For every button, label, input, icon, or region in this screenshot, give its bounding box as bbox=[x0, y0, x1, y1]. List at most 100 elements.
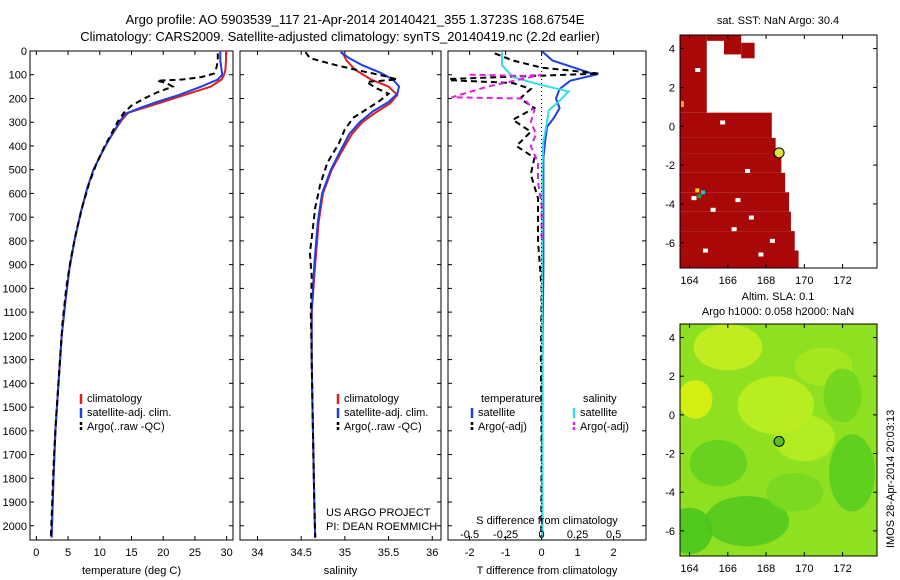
x-tick-label: 0 bbox=[33, 547, 39, 559]
series-temperature-satellite bbox=[540, 51, 600, 538]
lat-tick-label: 4 bbox=[669, 44, 675, 56]
data-gap bbox=[748, 215, 754, 220]
series-salinity-satellite bbox=[501, 52, 571, 538]
header-line-1: Argo profile: AO 5903539_117 21-Apr-2014… bbox=[126, 12, 585, 27]
data-gap bbox=[781, 128, 787, 133]
land-block bbox=[680, 250, 799, 268]
data-gap bbox=[758, 252, 764, 257]
x-tick-label: 10 bbox=[94, 547, 106, 559]
lat-tick-label: -6 bbox=[665, 238, 675, 250]
top-tick-label: 0.5 bbox=[606, 529, 621, 541]
sla-anomaly-blob bbox=[773, 414, 835, 462]
x-tick-label: 25 bbox=[189, 547, 201, 559]
lon-tick-label: 164 bbox=[680, 275, 698, 287]
top-tick-label: -0.5 bbox=[460, 529, 479, 541]
x-tick-label: 35 bbox=[339, 547, 351, 559]
lon-tick-label: 168 bbox=[757, 563, 775, 575]
data-gap bbox=[745, 168, 751, 173]
land-block bbox=[680, 35, 707, 113]
sla-anomaly-blob bbox=[704, 496, 790, 547]
depth-tick-label: 700 bbox=[9, 212, 27, 224]
temperature-profile-xlabel: temperature (deg C) bbox=[82, 565, 181, 577]
x-tick-label: 30 bbox=[221, 547, 233, 559]
depth-tick-label: 1400 bbox=[3, 378, 27, 390]
depth-tick-label: 500 bbox=[9, 165, 27, 177]
depth-tick-label: 1300 bbox=[3, 355, 27, 367]
legend-label: Argo(-adj) bbox=[478, 421, 527, 433]
argo-float-marker bbox=[773, 147, 785, 159]
legend-label: Argo(-adj) bbox=[580, 421, 629, 433]
series-satellite-adj-clim- bbox=[50, 51, 224, 538]
lon-tick-label: 170 bbox=[795, 563, 813, 575]
depth-tick-label: 1700 bbox=[3, 450, 27, 462]
lon-tick-label: 164 bbox=[680, 563, 698, 575]
x-tick-label: 36 bbox=[426, 547, 438, 559]
lat-tick-label: -2 bbox=[665, 449, 675, 461]
land-block bbox=[680, 137, 776, 154]
sla-map-field bbox=[680, 324, 877, 556]
lat-tick-label: -2 bbox=[665, 160, 675, 172]
depth-tick-label: 0 bbox=[21, 46, 27, 58]
x-tick-label: 15 bbox=[125, 547, 137, 559]
lon-tick-label: 172 bbox=[833, 563, 851, 575]
sla-anomaly-blob bbox=[693, 324, 763, 371]
sst-pixel bbox=[697, 194, 702, 199]
lon-tick-label: 168 bbox=[757, 275, 775, 287]
series-climatology bbox=[50, 51, 227, 538]
legend-group-title: salinity bbox=[583, 393, 617, 405]
x-tick-label: 0 bbox=[539, 547, 545, 559]
annotation-pi: PI: DEAN ROEMMICH bbox=[326, 521, 437, 533]
sst-map-panel: 164 166 168 170 172 -6 -4 -2 0 2 4 sat. SST: NaN Ar… bbox=[665, 15, 878, 287]
top-tick-label: 0.25 bbox=[567, 529, 588, 541]
footer-stamp: IMOS 28-Apr-2014 20:03:13 bbox=[885, 410, 897, 548]
sla-anomaly-blob bbox=[766, 472, 824, 512]
depth-tick-label: 1200 bbox=[3, 331, 27, 343]
depth-tick-label: 1500 bbox=[3, 402, 27, 414]
difference-profile-frame bbox=[447, 50, 647, 541]
lat-tick-label: 4 bbox=[669, 333, 675, 345]
sla-map-title-2: Argo h1000: 0.058 h2000: NaN bbox=[702, 306, 854, 318]
data-gap bbox=[731, 227, 737, 232]
lat-tick-label: -4 bbox=[665, 199, 675, 211]
sla-map-frame bbox=[679, 323, 878, 557]
salinity-profile-frame bbox=[239, 50, 442, 541]
lat-tick-label: 0 bbox=[669, 410, 675, 422]
header-line-2: Climatology: CARS2009. Satellite-adjuste… bbox=[80, 29, 600, 44]
sla-anomaly-blob bbox=[680, 380, 713, 419]
sla-anomaly-blob bbox=[829, 434, 876, 512]
sst-pixel bbox=[701, 190, 706, 195]
series-salinity-argo-adj- bbox=[451, 73, 543, 241]
land-block bbox=[706, 35, 724, 41]
salinity-panel: 34 34.5 35 35.5 36 salinity climatology satelli… bbox=[239, 50, 442, 577]
depth-tick-label: 100 bbox=[9, 70, 27, 82]
x-tick-label: 20 bbox=[157, 547, 169, 559]
lat-tick-label: 0 bbox=[669, 121, 675, 133]
land-block bbox=[680, 112, 772, 138]
sst-map-title: sat. SST: NaN Argo: 30.4 bbox=[717, 15, 839, 27]
difference-panel: -2 -1 0 1 2 T difference from climatology S di… bbox=[447, 50, 647, 577]
depth-tick-label: 300 bbox=[9, 117, 27, 129]
series-argo-raw-qc- bbox=[49, 53, 219, 538]
x-tick-label: 35.5 bbox=[378, 547, 399, 559]
lat-tick-label: -6 bbox=[665, 526, 675, 538]
data-gap bbox=[702, 248, 708, 253]
legend-label: satellite-adj. clim. bbox=[87, 407, 171, 419]
legend-label: satellite bbox=[478, 407, 515, 419]
argo-float-marker bbox=[773, 435, 785, 447]
sst-pixel bbox=[695, 188, 700, 193]
x-tick-label: -1 bbox=[501, 547, 511, 559]
temperature-profile-frame bbox=[29, 50, 234, 541]
lon-tick-label: 166 bbox=[719, 275, 737, 287]
temperature-panel: 0100200300400500600700800900100011001200… bbox=[3, 46, 234, 577]
data-gap bbox=[710, 207, 716, 212]
depth-tick-label: 900 bbox=[9, 260, 27, 272]
land-block bbox=[723, 35, 742, 55]
sla-anomaly-blob bbox=[823, 368, 862, 423]
x-tick-label: 34 bbox=[251, 547, 263, 559]
series-temperature-argo-adj- bbox=[448, 52, 600, 538]
land-block bbox=[680, 211, 791, 232]
lon-tick-label: 170 bbox=[795, 275, 813, 287]
x-tick-label: 34.5 bbox=[290, 547, 311, 559]
data-gap bbox=[720, 120, 726, 125]
depth-tick-label: 1600 bbox=[3, 426, 27, 438]
